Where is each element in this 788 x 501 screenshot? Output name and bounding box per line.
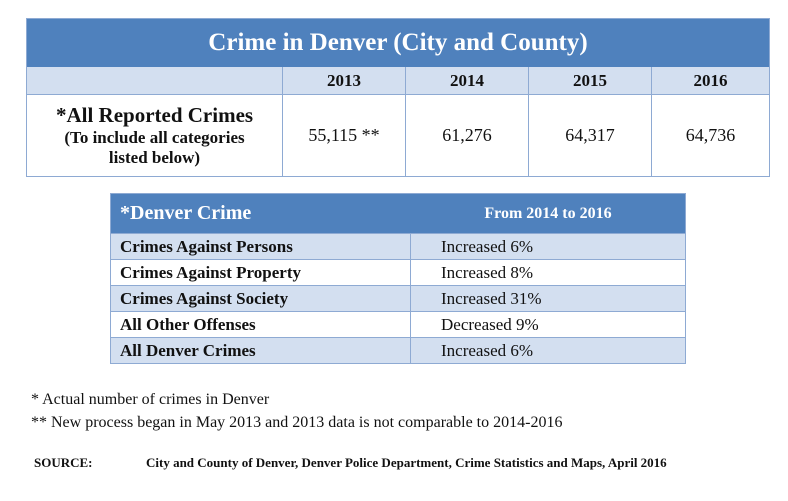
source-line: SOURCE: City and County of Denver, Denver… [34, 455, 667, 471]
source-text: City and County of Denver, Denver Police… [146, 455, 667, 470]
header-empty-cell [27, 67, 283, 95]
category-cell: All Denver Crimes [111, 338, 411, 363]
value-2016: 64,736 [685, 125, 736, 145]
category-cell: Crimes Against Society [111, 286, 411, 311]
table-row: Crimes Against Society Increased 31% [111, 285, 685, 311]
source-label: SOURCE: [34, 455, 93, 470]
change-table-header: *Denver Crime From 2014 to 2016 [111, 194, 685, 233]
value-2015: 64,317 [529, 95, 652, 176]
value-2014: 61,276 [406, 95, 529, 176]
all-crimes-label: *All Reported Crimes (To include all cat… [27, 95, 283, 176]
table-row: Crimes Against Persons Increased 6% [111, 233, 685, 259]
crime-change-table: *Denver Crime From 2014 to 2016 Crimes A… [110, 193, 686, 364]
all-crimes-label-sub-2: listed below) [108, 148, 201, 168]
change-header-period: From 2014 to 2016 [484, 204, 612, 222]
table-row: All Other Offenses Decreased 9% [111, 311, 685, 337]
footnote-new-process: ** New process began in May 2013 and 201… [31, 414, 563, 431]
all-crimes-row: *All Reported Crimes (To include all cat… [27, 95, 769, 176]
change-cell: Increased 8% [441, 262, 534, 282]
table-title: Crime in Denver (City and County) [27, 19, 769, 67]
table-row: Crimes Against Property Increased 8% [111, 259, 685, 285]
category-cell: All Other Offenses [111, 312, 411, 337]
change-cell: Increased 6% [441, 340, 534, 360]
year-header-row: 2013 2014 2015 2016 [27, 67, 769, 95]
all-crimes-label-main: *All Reported Crimes [55, 102, 254, 127]
footnotes: * Actual number of crimes in Denver ** N… [31, 388, 562, 434]
category-cell: Crimes Against Persons [111, 234, 411, 259]
change-cell: Decreased 9% [441, 314, 539, 334]
year-header-2016: 2016 [652, 67, 769, 95]
category-cell: Crimes Against Property [111, 260, 411, 285]
year-header-2015: 2015 [529, 67, 652, 95]
change-cell: Increased 6% [441, 236, 534, 256]
year-header-2014: 2014 [406, 67, 529, 95]
all-crimes-label-sub-1: (To include all categories [64, 127, 245, 147]
change-header-category: *Denver Crime [120, 202, 252, 224]
table-row: All Denver Crimes Increased 6% [111, 337, 685, 363]
footnote-actual-number: * Actual number of crimes in Denver [31, 391, 270, 408]
change-cell: Increased 31% [441, 288, 542, 308]
year-header-2013: 2013 [283, 67, 406, 95]
value-2013: 55,115 ** [283, 95, 406, 176]
crime-totals-table: Crime in Denver (City and County) 2013 2… [26, 18, 770, 177]
